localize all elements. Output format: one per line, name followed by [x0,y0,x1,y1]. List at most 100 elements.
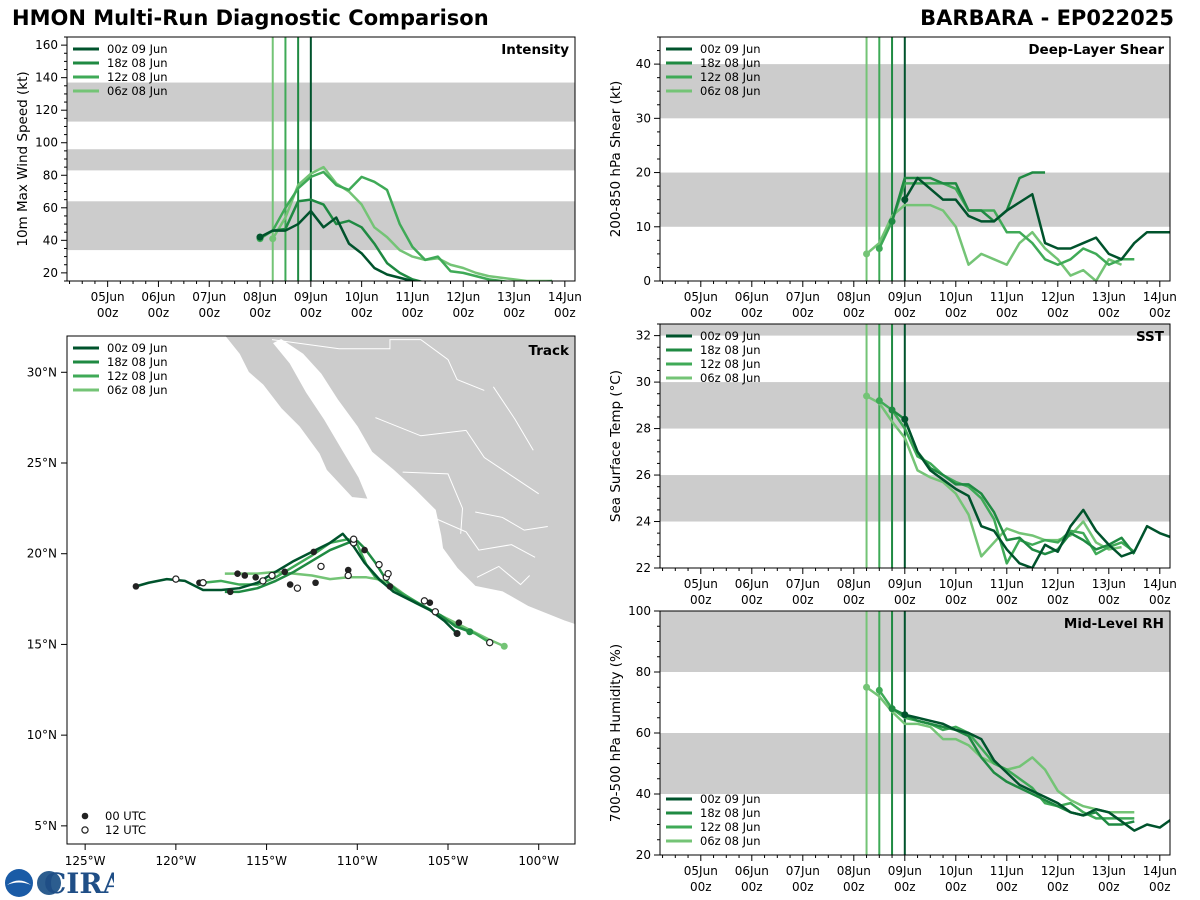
x-tick-sublabel: 00z [1047,306,1069,320]
y-tick-label: 100 [628,604,651,618]
x-tick-sublabel: 00z [554,306,576,320]
track-point-12utc [384,569,392,578]
series-start-point-2 [875,686,883,694]
series-line-1 [891,707,1135,826]
series-start-point-0 [256,233,264,241]
y-tick-label: 40 [43,233,58,247]
state-border-1 [375,417,467,437]
legend-label-3: 06z 08 Jun [700,84,761,98]
x-tick-sublabel: 00z [792,593,814,607]
series-start-point-1 [888,705,896,713]
y-tick-label: 60 [43,201,58,215]
x-tick-label: 10Jun [939,864,973,878]
x-tick-label: 11Jun [990,864,1024,878]
x-tick-label: 12Jun [1041,864,1075,878]
track-point-00utc [426,599,434,606]
track-point-00utc [252,574,259,581]
x-tick-label: 10Jun [345,290,379,304]
x-tick-label: 06Jun [735,864,769,878]
track-point-00utc [281,568,289,576]
x-tick-sublabel: 00z [996,880,1018,894]
legend-label-3: 06z 08 Jun [700,834,761,848]
legend-marker-12utc [81,826,89,834]
x-tick-label: 14Jun [548,290,582,304]
cira-globe-icon [37,871,61,895]
x-tick-sublabel: 00z [249,306,271,320]
y-tick-label: 30°N [27,365,57,379]
x-tick-label: 11Jun [395,290,429,304]
x-tick-label: 07Jun [192,290,226,304]
y-tick-label: 10 [636,220,651,234]
x-tick-label: 05Jun [91,290,125,304]
x-tick-label: 05Jun [684,864,718,878]
panel-track: 125°W 120°W 115°W 110°W 105°W 100°W 5°N 10°N 15°… [27,335,576,868]
legend-label-1: 18z 08 Jun [107,355,168,369]
y-tick-label: 10°N [27,728,57,742]
x-tick-sublabel: 00z [1098,306,1120,320]
x-tick-sublabel: 00z [503,306,525,320]
legend-label-2: 12z 08 Jun [700,820,761,834]
x-tick-sublabel: 00z [945,306,967,320]
x-tick-sublabel: 00z [198,306,220,320]
series-start-point-0 [901,711,909,719]
x-tick-label: 13Jun [497,290,531,304]
series-line-1 [259,198,424,281]
x-tick-sublabel: 00z [843,593,865,607]
x-tick-sublabel: 00z [1149,593,1171,607]
track-point-00utc [241,572,249,579]
track-point-00utc [310,548,318,556]
legend-label-1: 18z 08 Jun [700,56,761,70]
legend-label-3: 06z 08 Jun [107,84,168,98]
track-line-1 [224,539,471,633]
plot-area-intensity [67,37,575,281]
series-start-point-1 [888,406,896,414]
track-point-00utc [344,566,352,574]
x-tick-label: 110°W [337,854,378,868]
x-tick-label: 13Jun [1092,290,1126,304]
series-start-point-0 [901,196,909,204]
track-line-3 [224,570,505,648]
x-tick-label: 07Jun [786,290,820,304]
x-tick-label: 12Jun [446,290,480,304]
x-tick-label: 13Jun [1092,577,1126,591]
x-tick-sublabel: 00z [741,880,763,894]
state-border-4 [476,565,530,586]
track-point-00utc [312,579,319,587]
x-tick-sublabel: 00z [996,593,1018,607]
x-tick-sublabel: 00z [945,593,967,607]
legend-label-3: 06z 08 Jun [700,371,761,385]
series-start-point-3 [863,250,871,258]
y-tick-label: 80 [43,168,58,182]
storm-title: BARBARA - EP022025 [920,6,1174,30]
y-tick-label: 20 [636,848,651,862]
track-point-12utc [259,577,267,585]
x-tick-sublabel: 00z [894,306,916,320]
x-tick-sublabel: 00z [894,880,916,894]
y-tick-label: 160 [35,38,58,52]
x-tick-label: 07Jun [786,577,820,591]
x-tick-label: 120°W [155,854,196,868]
series-line-3 [865,203,1123,281]
map-frame [66,335,576,845]
x-tick-sublabel: 00z [1098,880,1120,894]
x-tick-sublabel: 00z [351,306,373,320]
track-point-12utc [293,584,302,592]
x-tick-sublabel: 00z [945,880,967,894]
legend-label-2: 12z 08 Jun [700,357,761,371]
x-tick-label: 12Jun [1041,577,1075,591]
y-tick-label: 24 [636,515,651,529]
threshold-band-1 [660,382,1170,429]
legend-label-0: 00z 09 Jun [107,42,168,56]
x-tick-sublabel: 00z [996,306,1018,320]
series-line-0 [903,418,1170,568]
legend-marker-label-12utc: 12 UTC [105,823,146,837]
y-tick-label: 20 [636,166,651,180]
panel-title: Mid-Level RH [1064,616,1164,632]
y-axis-label: Sea Surface Temp (°C) [608,370,624,522]
x-tick-sublabel: 00z [97,306,119,320]
legend-label-2: 12z 08 Jun [107,70,168,84]
x-tick-sublabel: 00z [843,880,865,894]
track-start-point-3 [500,642,508,650]
threshold-band-1 [67,149,575,171]
